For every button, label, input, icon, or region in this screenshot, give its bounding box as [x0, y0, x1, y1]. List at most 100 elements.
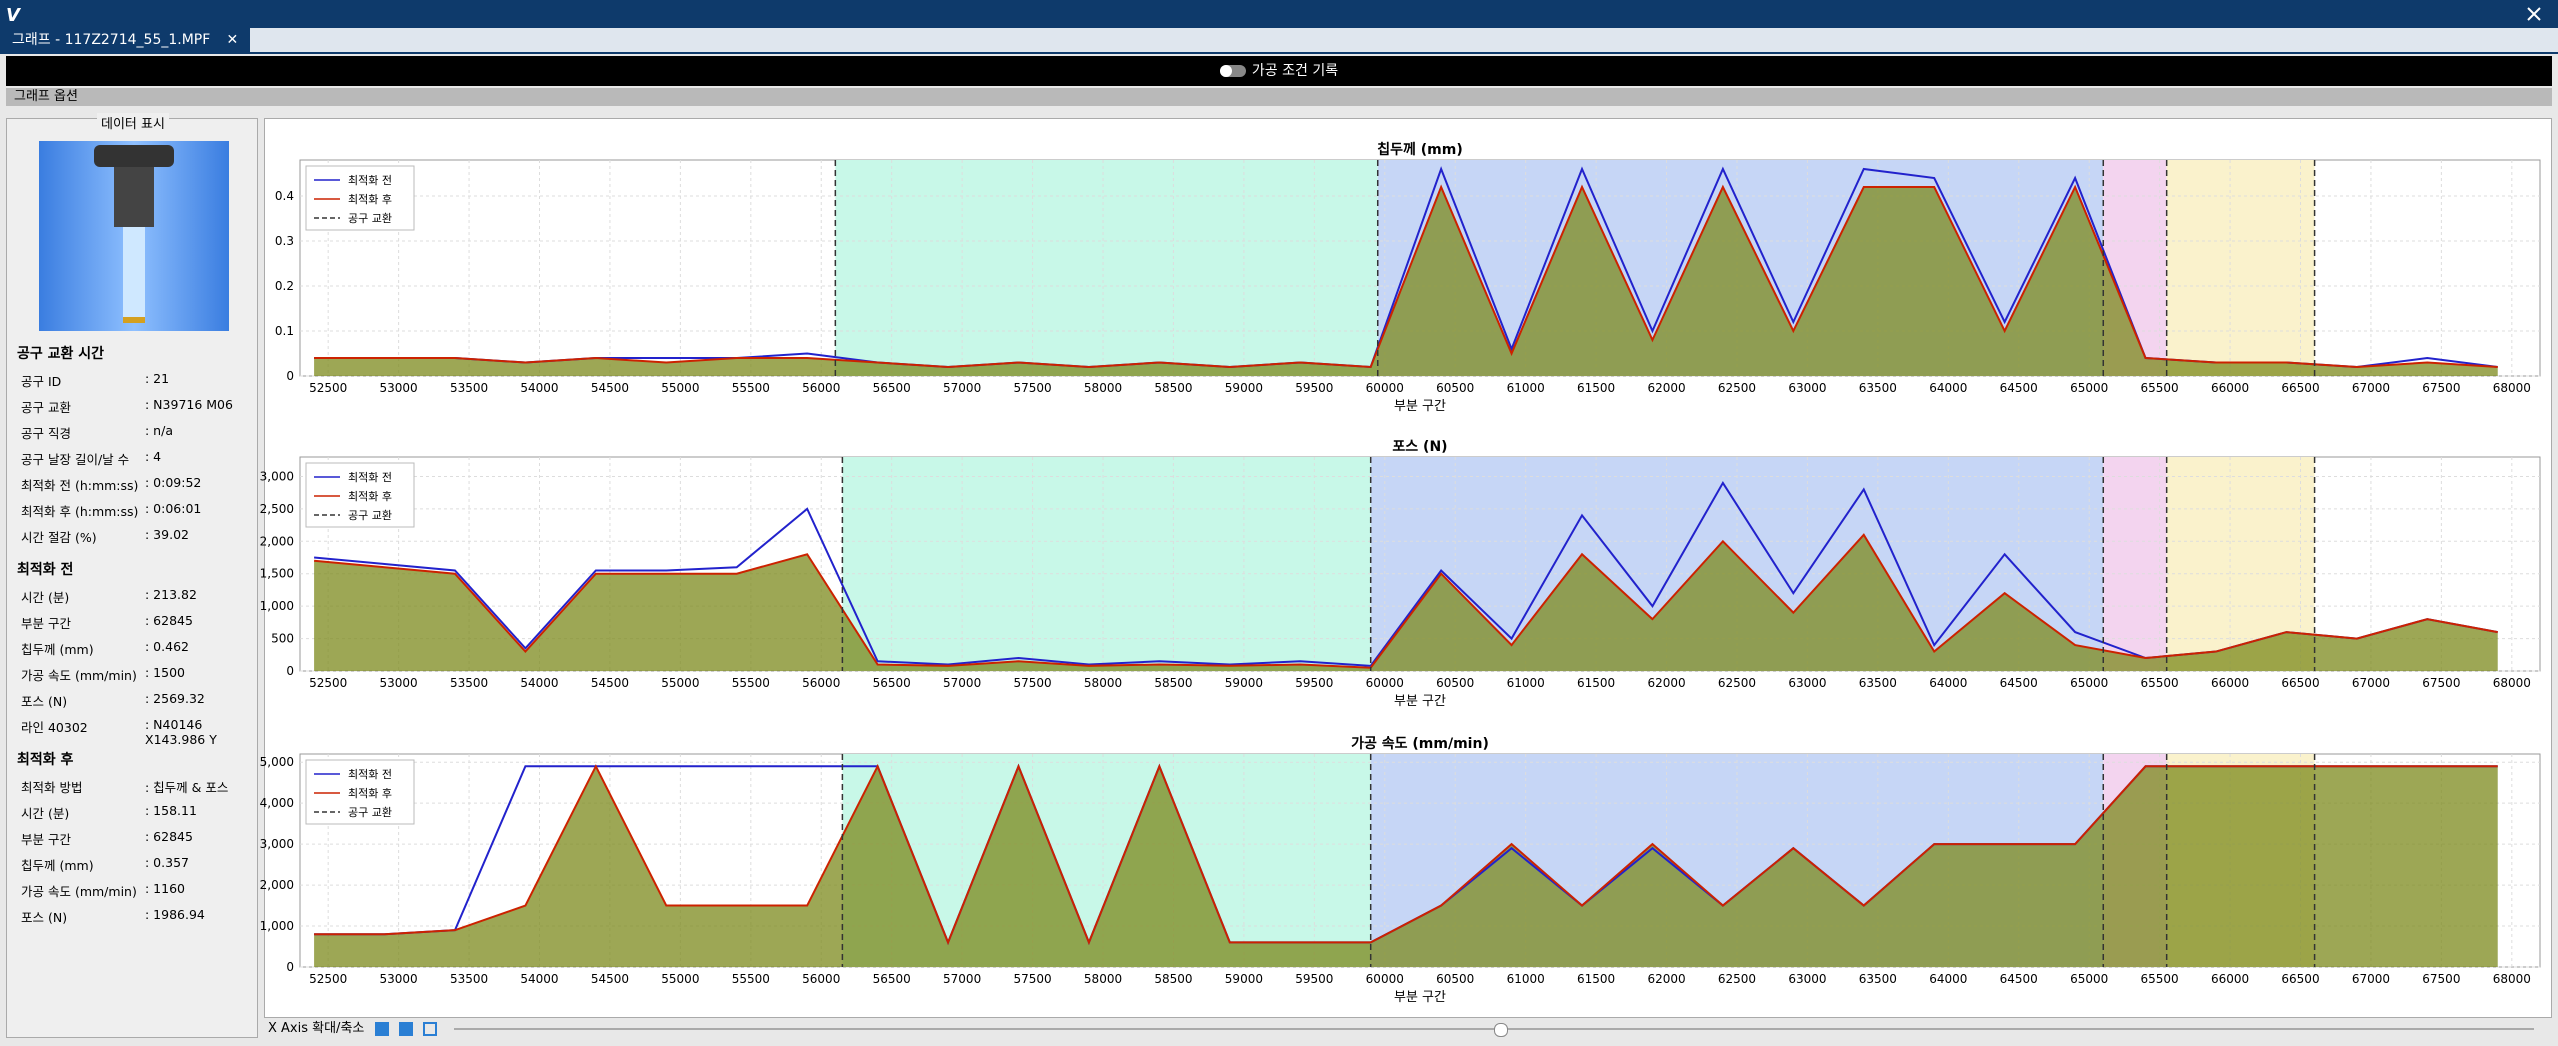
x-tick-label: 61000: [1507, 676, 1545, 690]
y-tick-label: 3,000: [260, 837, 294, 851]
x-axis-label: 부분 구간: [1394, 694, 1446, 709]
field-value: : N39716 M06: [145, 397, 233, 412]
x-axis-label: 부분 구간: [1394, 399, 1446, 414]
area: [314, 534, 2498, 671]
legend-label: 공구 교환: [348, 212, 392, 225]
zoom-fit[interactable]: [422, 1021, 437, 1036]
x-tick-label: 58000: [1084, 381, 1122, 395]
x-tick-label: 64000: [1929, 676, 1967, 690]
chart-title: 가공 속도 (mm/min): [1351, 736, 1489, 752]
tab[interactable]: 그래프 - 117Z2714_55_1.MPF ✕: [0, 28, 251, 52]
zoom-in[interactable]: [374, 1021, 389, 1036]
x-axis-label: 부분 구간: [1394, 990, 1446, 1005]
x-tick-label: 53000: [380, 676, 418, 690]
x-tick-label: 56500: [873, 972, 911, 986]
options-label: 그래프 옵션: [14, 89, 78, 104]
x-tick-label: 59000: [1225, 676, 1263, 690]
app-logo: V: [6, 5, 22, 26]
x-tick-label: 60000: [1366, 381, 1404, 395]
y-tick-label: 0: [286, 960, 294, 974]
section-heading: 최적화 후: [17, 752, 74, 768]
tool-drawing: [94, 145, 174, 323]
x-tick-label: 58000: [1084, 972, 1122, 986]
series-line: [313, 533, 2498, 669]
region: [835, 160, 1378, 376]
y-tick-label: 0: [286, 664, 294, 678]
options-bar[interactable]: 그래프 옵션: [6, 88, 2552, 106]
field-label: 공구 ID: [21, 374, 62, 389]
legend-label: 최적화 후: [348, 787, 392, 800]
legend: [305, 759, 415, 825]
x-tick-label: 53500: [450, 381, 488, 395]
y-tick-label: 0: [286, 369, 294, 383]
title-bar: V: [0, 0, 2558, 28]
x-tick-label: 56000: [802, 972, 840, 986]
x-tick-label: 62000: [1647, 676, 1685, 690]
x-tick-label: 56000: [802, 676, 840, 690]
x-tick-label: 64000: [1929, 381, 1967, 395]
toolbar-label: X Axis 확대/축소: [268, 1021, 365, 1036]
x-tick-label: 63000: [1788, 676, 1826, 690]
toggle-label: 가공 조건 기록: [1251, 63, 1339, 79]
x-tick-label: 58000: [1084, 676, 1122, 690]
legend-label: 최적화 후: [348, 193, 392, 206]
x-tick-label: 55000: [661, 381, 699, 395]
field-label: 최적화 전 (h:mm:ss): [21, 478, 139, 493]
x-tick-label: 60000: [1366, 676, 1404, 690]
field-value: : N40146 X143.986 Y: [145, 717, 217, 747]
x-tick-label: 59000: [1225, 972, 1263, 986]
x-tick-label: 55000: [661, 676, 699, 690]
region: [842, 457, 1371, 671]
field-label: 부분 구간: [21, 832, 71, 847]
x-tick-label: 55000: [661, 972, 699, 986]
legend-label: 공구 교환: [348, 806, 392, 819]
x-tick-label: 67000: [2352, 972, 2390, 986]
x-tick-label: 57000: [943, 381, 981, 395]
x-tick-label: 63500: [1859, 676, 1897, 690]
y-tick-label: 4,000: [260, 796, 294, 810]
field-label: 공구 직경: [21, 426, 71, 441]
x-tick-label: 64500: [2000, 381, 2038, 395]
x-tick-label: 67500: [2422, 381, 2460, 395]
x-tick-label: 58500: [1154, 381, 1192, 395]
x-tick-label: 65500: [2141, 676, 2179, 690]
x-tick-label: 60500: [1436, 676, 1474, 690]
legend: [305, 165, 415, 231]
x-tick-label: 57000: [943, 972, 981, 986]
field-value: : 1986.94: [145, 907, 205, 922]
x-tick-label: 61000: [1507, 972, 1545, 986]
x-tick-label: 65000: [2070, 972, 2108, 986]
y-tick-label: 1,500: [260, 567, 294, 581]
section-heading: 공구 교환 시간: [17, 346, 105, 362]
area: [314, 766, 2498, 967]
series-line: [314, 184, 2498, 369]
field-label: 시간 (분): [21, 590, 70, 605]
zoom-out[interactable]: [398, 1021, 413, 1036]
x-tick-label: 67000: [2352, 676, 2390, 690]
x-tick-label: 60500: [1436, 381, 1474, 395]
toggle-switch[interactable]: [1219, 65, 1246, 77]
field-value: : 0:06:01: [145, 501, 202, 516]
x-tick-label: 66500: [2281, 381, 2319, 395]
x-tick-label: 54500: [591, 972, 629, 986]
close-window[interactable]: [2527, 7, 2541, 21]
x-tick-label: 55500: [732, 972, 770, 986]
title-icons: V: [6, 5, 2541, 26]
chart-title: 칩두께 (mm): [1377, 141, 1463, 158]
x-tick-label: 64500: [2000, 972, 2038, 986]
tab-bar: 그래프 - 117Z2714_55_1.MPF ✕: [0, 28, 2558, 54]
y-tick-label: 500: [271, 632, 294, 646]
field-value: : n/a: [145, 423, 173, 438]
x-tick-label: 52500: [309, 972, 347, 986]
x-tick-label: 65000: [2070, 676, 2108, 690]
x-tick-label: 62500: [1718, 381, 1756, 395]
x-tick-label: 59500: [1295, 972, 1333, 986]
field-value: : 2569.32: [145, 691, 205, 706]
tab-close[interactable]: ✕: [226, 32, 239, 48]
area: [314, 187, 2498, 376]
field-label: 공구 날장 길이/날 수: [21, 452, 130, 467]
field-value: : 21: [145, 371, 170, 386]
x-tick-label: 52500: [309, 676, 347, 690]
zoom-slider[interactable]: [454, 1023, 2534, 1037]
chart-title: 포스 (N): [1392, 439, 1447, 455]
